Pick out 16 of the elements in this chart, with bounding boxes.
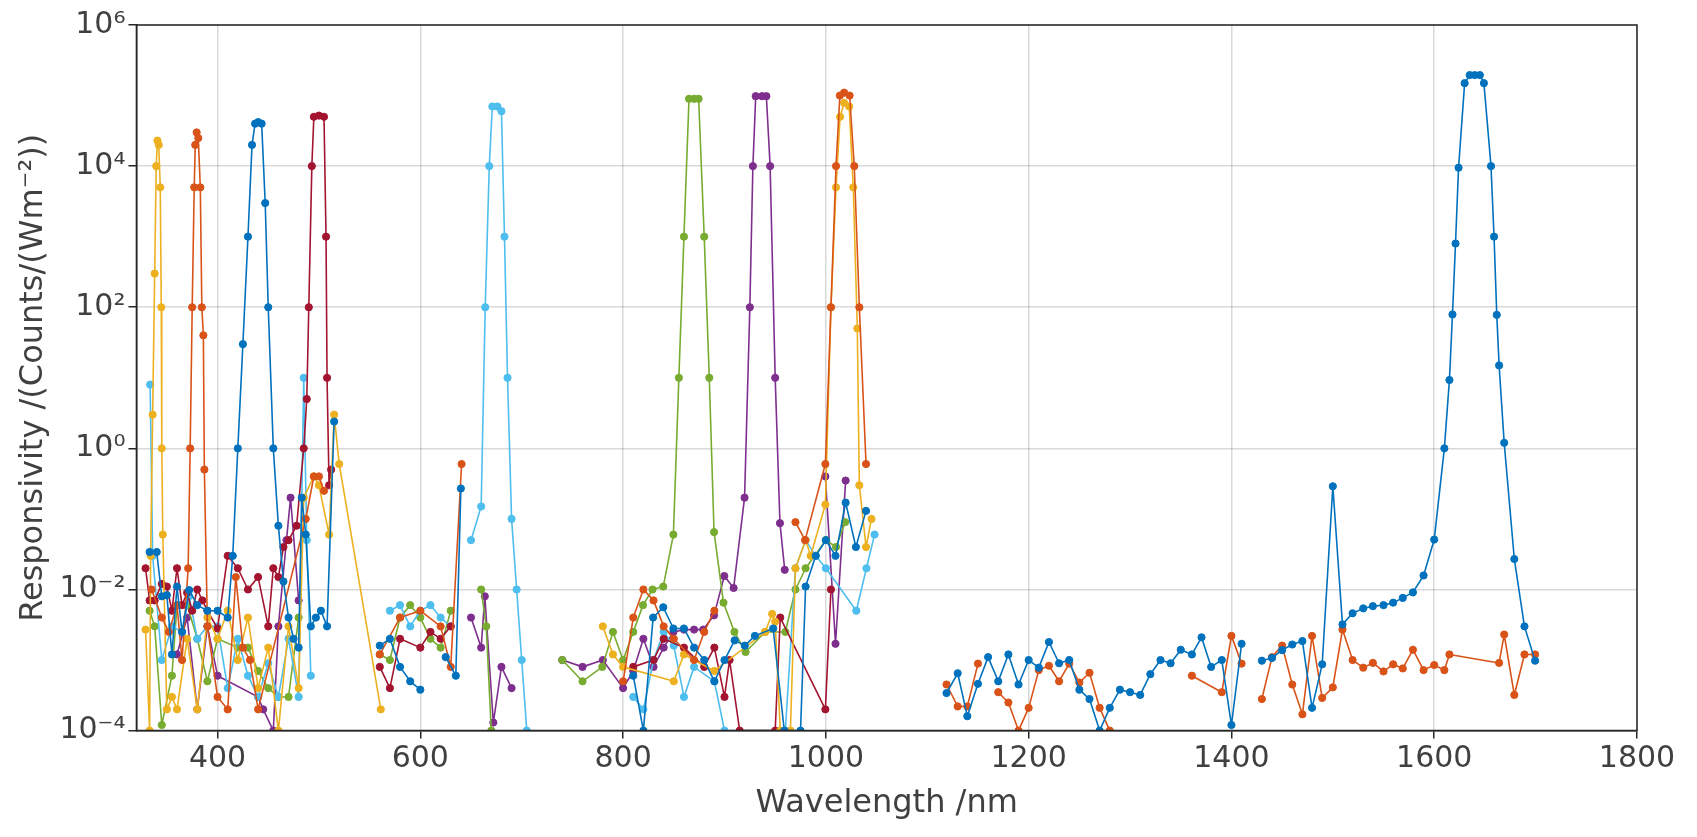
y-tick-label: 10²: [75, 287, 126, 323]
x-tick-label: 600: [391, 739, 449, 775]
x-tick-label: 1000: [787, 739, 865, 775]
x-axis-title: Wavelength /nm: [755, 782, 1018, 821]
y-tick-label: 10⁻²: [59, 569, 126, 605]
y-tick-label: 10⁰: [75, 428, 126, 464]
y-tick-label: 10⁶: [75, 4, 126, 40]
x-tick-label: 1800: [1598, 739, 1676, 775]
x-tick-label: 800: [594, 739, 652, 775]
x-tick-label: 1200: [990, 739, 1067, 775]
x-tick-label: 1400: [1193, 739, 1270, 775]
y-tick-label: 10⁴: [75, 145, 126, 181]
x-tick-label: 400: [188, 739, 247, 775]
x-tick-label: 1600: [1396, 739, 1473, 775]
y-tick-label: 10⁻⁴: [59, 710, 126, 746]
y-axis-title: Responsivity /(Counts/(Wm⁻²)): [11, 133, 50, 622]
